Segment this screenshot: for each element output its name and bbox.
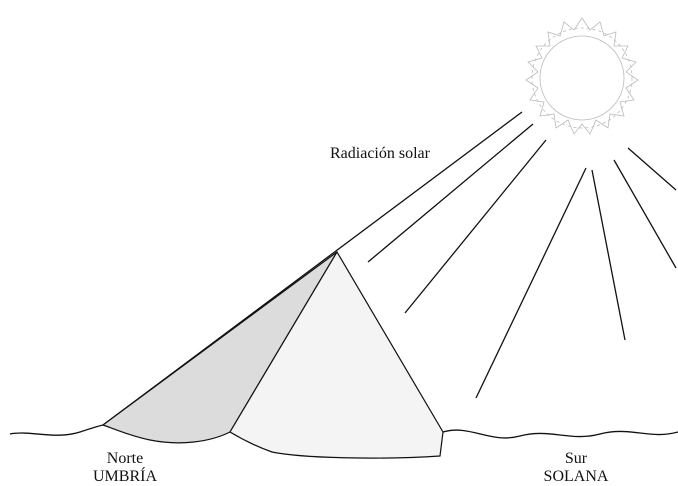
ray — [627, 147, 677, 191]
ray — [475, 167, 587, 399]
north-label: Norte — [107, 450, 143, 467]
radiation-label: Radiación solar — [330, 145, 431, 162]
south-face — [229, 250, 444, 459]
sun — [525, 17, 639, 135]
north-face — [101, 251, 338, 444]
ground — [442, 429, 678, 439]
south-zone-label: SOLANA — [544, 468, 609, 485]
ray — [367, 123, 534, 263]
north-zone-label: UMBRÍA — [93, 466, 157, 485]
ray — [404, 139, 547, 314]
ray — [613, 159, 677, 269]
ground — [9, 424, 104, 436]
south-label: Sur — [565, 450, 588, 467]
ray — [591, 169, 626, 341]
